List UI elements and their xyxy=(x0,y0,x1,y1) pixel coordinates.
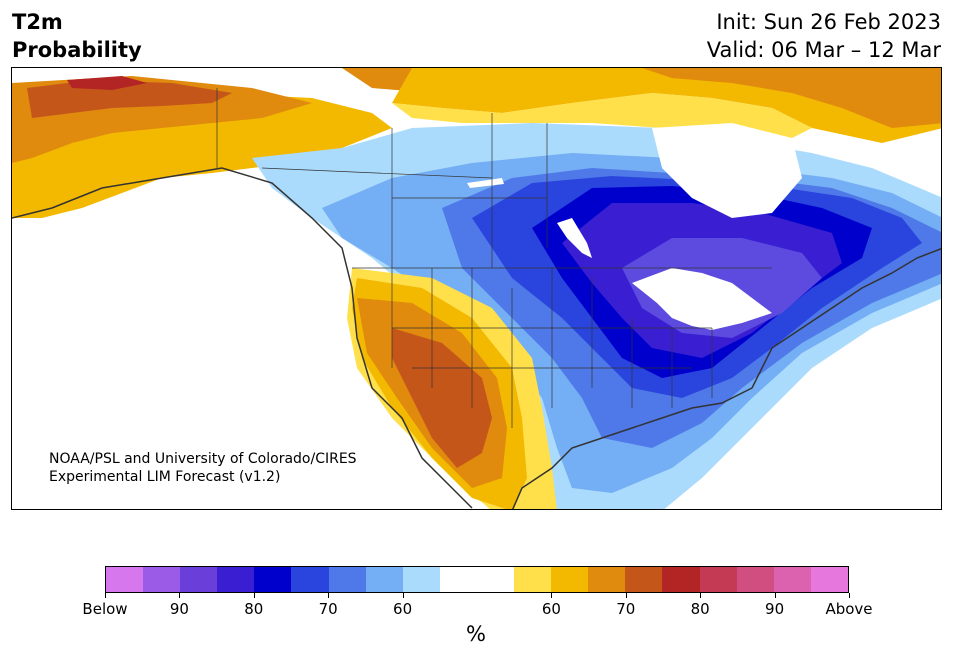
color-legend-labels: Below 90 80 70 60 60 70 80 90 Above xyxy=(0,600,953,620)
color-legend-tick-mark xyxy=(179,593,181,598)
hudson-bay xyxy=(652,123,802,218)
color-legend-tick-mark xyxy=(551,593,553,598)
color-legend-tick-mark xyxy=(253,593,255,598)
color-legend-segment xyxy=(365,567,403,592)
lake-athabasca xyxy=(467,178,504,188)
coastline xyxy=(12,167,941,509)
forecast-credit: NOAA/PSL and University of Colorado/CIRE… xyxy=(49,450,357,486)
region-above-80-sw xyxy=(392,328,492,468)
state-borders xyxy=(216,88,772,428)
color-legend-tick-label: 70 xyxy=(318,600,338,618)
region-above-70-northeast xyxy=(642,68,941,128)
color-legend-segment xyxy=(291,567,329,592)
color-legend-tick-mark xyxy=(105,593,106,598)
color-legend-tick-label: Below xyxy=(82,600,128,618)
color-legend-segment xyxy=(588,567,626,592)
region-above-90-alaska xyxy=(67,76,147,90)
color-legend-segment xyxy=(551,567,589,592)
probability-map xyxy=(11,67,942,510)
color-legend-segment xyxy=(328,567,366,592)
color-legend-segment xyxy=(625,567,663,592)
color-legend-segment xyxy=(180,567,218,592)
credit-line-2: Experimental LIM Forecast (v1.2) xyxy=(49,469,281,485)
color-legend-segment xyxy=(514,567,552,592)
color-legend-tick-label: 60 xyxy=(393,600,413,618)
color-legend-segment xyxy=(217,567,255,592)
map-canvas xyxy=(12,68,941,509)
color-legend-tick-label: 80 xyxy=(690,600,710,618)
init-date: Init: Sun 26 Feb 2023 xyxy=(716,10,941,34)
color-legend-tick-mark xyxy=(774,593,776,598)
color-legend-bar xyxy=(105,566,849,593)
color-legend-segment xyxy=(476,567,515,592)
color-legend-segment xyxy=(439,567,477,592)
color-legend-tick-mark xyxy=(402,593,404,598)
color-legend-tick-mark xyxy=(849,593,850,598)
color-legend-tick-label: 80 xyxy=(244,600,264,618)
color-legend-segment xyxy=(736,567,774,592)
color-legend-tick-label: Above xyxy=(825,600,873,618)
color-legend-unit: % xyxy=(466,622,486,646)
color-legend-segment xyxy=(810,567,848,592)
map-title: T2m Probability xyxy=(12,8,142,64)
color-legend-tick-mark xyxy=(625,593,627,598)
valid-date: Valid: 06 Mar – 12 Mar xyxy=(706,38,941,62)
title-line-1: T2m xyxy=(12,10,63,34)
color-legend-tick-mark xyxy=(328,593,330,598)
color-legend-tick-label: 90 xyxy=(765,600,785,618)
lake-winnipeg xyxy=(557,218,592,258)
color-legend-segment xyxy=(254,567,292,592)
color-legend-tick-label: 90 xyxy=(169,600,189,618)
color-legend-segment xyxy=(143,567,181,592)
color-legend-segment xyxy=(699,567,737,592)
color-legend-segment xyxy=(402,567,440,592)
color-legend-tick-label: 70 xyxy=(616,600,636,618)
color-legend-tick-mark xyxy=(700,593,702,598)
great-lakes xyxy=(632,268,772,330)
color-legend-tick-label: 60 xyxy=(541,600,561,618)
forecast-dates: Init: Sun 26 Feb 2023 Valid: 06 Mar – 12… xyxy=(707,8,941,64)
credit-line-1: NOAA/PSL and University of Colorado/CIRE… xyxy=(49,451,357,467)
color-legend-segment xyxy=(773,567,811,592)
color-legend-segment xyxy=(662,567,700,592)
region-above-80-alaska xyxy=(27,80,232,118)
title-line-2: Probability xyxy=(12,38,142,62)
color-legend-segment xyxy=(106,567,144,592)
